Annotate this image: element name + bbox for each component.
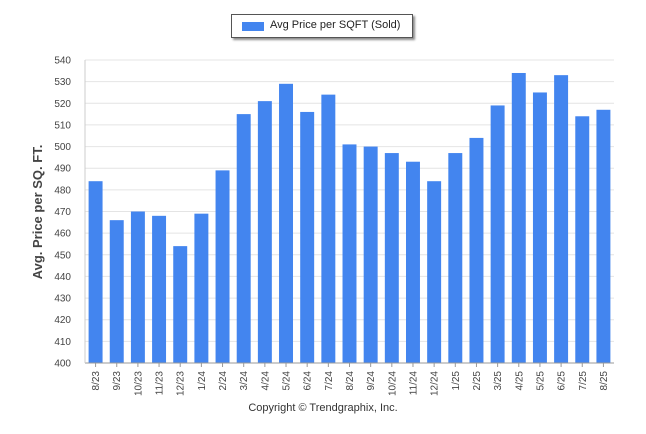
x-tick-label: 10/23 bbox=[133, 371, 144, 396]
y-tick-label: 520 bbox=[54, 99, 71, 110]
y-tick-label: 450 bbox=[54, 250, 71, 261]
x-tick-label: 6/25 bbox=[557, 371, 568, 391]
x-tick-label: 4/24 bbox=[260, 371, 271, 391]
bar bbox=[511, 72, 526, 363]
x-tick-label: 12/24 bbox=[430, 371, 441, 396]
y-tick-label: 400 bbox=[54, 359, 71, 370]
x-tick-label: 11/23 bbox=[155, 371, 166, 396]
copyright-text: Copyright © Trendgraphix, Inc. bbox=[248, 402, 398, 414]
y-tick-label: 420 bbox=[54, 315, 71, 326]
x-tick-label: 5/24 bbox=[282, 371, 293, 391]
y-tick-label: 410 bbox=[54, 337, 71, 348]
x-tick-label: 3/24 bbox=[239, 371, 250, 391]
bar bbox=[554, 75, 569, 364]
y-tick-label: 440 bbox=[54, 272, 71, 283]
bar bbox=[215, 170, 230, 363]
x-tick-label: 5/25 bbox=[535, 371, 546, 391]
bar bbox=[575, 116, 590, 364]
x-tick-label: 7/24 bbox=[324, 371, 335, 391]
y-tick-label: 470 bbox=[54, 207, 71, 218]
x-tick-label: 6/24 bbox=[303, 371, 314, 391]
bar bbox=[342, 144, 357, 363]
bar bbox=[257, 101, 272, 363]
y-tick-label: 490 bbox=[54, 164, 71, 175]
bar bbox=[300, 111, 315, 363]
bar bbox=[384, 153, 399, 363]
y-tick-label: 430 bbox=[54, 294, 71, 305]
x-tick-label: 10/24 bbox=[387, 371, 398, 396]
y-tick-label: 510 bbox=[54, 120, 71, 131]
bar bbox=[194, 213, 209, 363]
bar bbox=[321, 94, 336, 363]
y-tick-label: 480 bbox=[54, 185, 71, 196]
bar bbox=[596, 109, 611, 364]
bar bbox=[532, 92, 547, 363]
bar bbox=[279, 83, 294, 364]
bar bbox=[427, 181, 442, 363]
x-tick-labels: 8/23 9/23 10/23 11/23 12/23 1/24 2/24 3/24 4/24 5… bbox=[91, 363, 610, 396]
x-tick-label: 1/24 bbox=[197, 371, 208, 391]
bars bbox=[88, 72, 611, 364]
x-tick-label: 4/25 bbox=[514, 371, 525, 391]
y-tick-label: 500 bbox=[54, 142, 71, 153]
bar bbox=[363, 146, 378, 363]
bar bbox=[130, 211, 145, 363]
x-tick-label: 1/25 bbox=[451, 371, 462, 391]
y-tick-label: 540 bbox=[54, 56, 71, 67]
bar bbox=[469, 137, 484, 363]
bar bbox=[236, 114, 251, 363]
x-tick-label: 3/25 bbox=[493, 371, 504, 391]
bar bbox=[448, 153, 463, 363]
x-tick-label: 8/23 bbox=[91, 371, 102, 391]
x-tick-label: 11/24 bbox=[408, 371, 419, 396]
legend-label: Avg Price per SQFT (Sold) bbox=[270, 19, 401, 31]
y-tick-label: 460 bbox=[54, 229, 71, 240]
x-tick-label: 7/25 bbox=[578, 371, 589, 391]
x-tick-label: 9/23 bbox=[112, 371, 123, 391]
bar bbox=[88, 181, 103, 363]
x-tick-label: 2/25 bbox=[472, 371, 483, 391]
x-tick-label: 8/25 bbox=[599, 371, 610, 391]
y-tick-labels: 400 410 420 430 440 450 460 470 480 490 500 510 520 5… bbox=[54, 56, 71, 370]
legend-swatch bbox=[242, 22, 264, 31]
x-tick-label: 12/23 bbox=[176, 371, 187, 396]
bar bbox=[490, 105, 505, 363]
y-axis-label: Avg. Price per SQ. FT. bbox=[30, 145, 45, 280]
legend: Avg Price per SQFT (Sold) bbox=[231, 14, 413, 38]
bar bbox=[109, 220, 124, 363]
bar bbox=[405, 161, 420, 363]
bar bbox=[173, 246, 188, 363]
x-tick-label: 9/24 bbox=[366, 371, 377, 391]
y-tick-label: 530 bbox=[54, 77, 71, 88]
x-tick-label: 8/24 bbox=[345, 371, 356, 391]
bar bbox=[152, 215, 167, 363]
x-tick-label: 2/24 bbox=[218, 371, 229, 391]
